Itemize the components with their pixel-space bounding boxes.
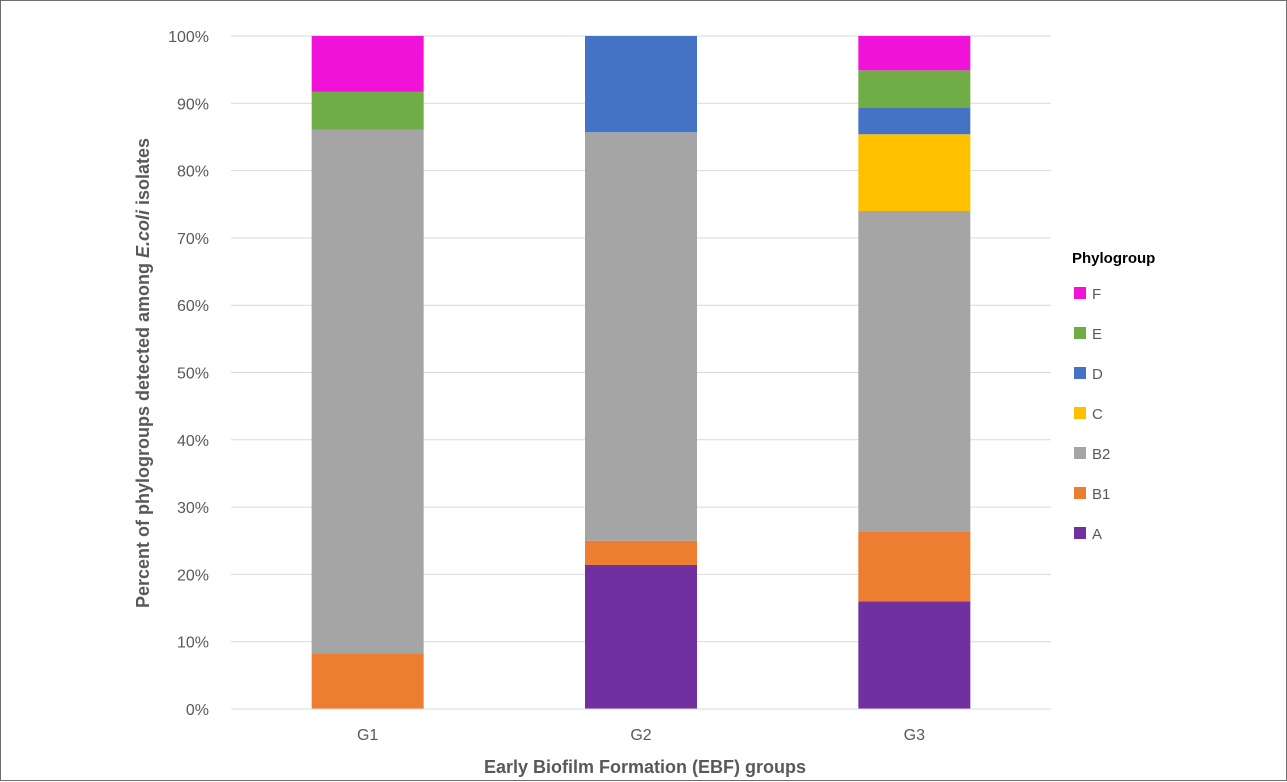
y-tick-label: 0% (186, 702, 209, 719)
legend-label-c: C (1092, 406, 1103, 423)
legend-label-f: F (1092, 286, 1101, 303)
bar-segment-g3-a (858, 601, 971, 709)
legend-swatch-c (1074, 407, 1086, 419)
y-tick-label: 10% (177, 635, 209, 652)
legend-title: Phylogroup (1072, 250, 1155, 267)
legend-swatch-b1 (1074, 487, 1086, 499)
legend-label-b2: B2 (1092, 446, 1110, 463)
legend-label-b1: B1 (1092, 486, 1110, 503)
bar-segment-g3-f (858, 36, 971, 71)
bar-segment-g3-c (858, 134, 971, 211)
bar-segment-g1-f (311, 36, 424, 92)
bar-segment-g1-b2 (311, 129, 424, 654)
bar-segment-g2-b1 (585, 540, 697, 565)
legend-label-d: D (1092, 366, 1103, 383)
bar-segment-g3-b1 (858, 531, 971, 602)
y-tick-label: 100% (168, 29, 209, 46)
legend-swatch-a (1074, 527, 1086, 539)
y-tick-labels: 0% 10% 20% 30% 40% 50% 60% 70% 80% 90% 100% (168, 29, 209, 719)
legend-swatch-f (1074, 287, 1086, 299)
y-tick-label: 20% (177, 567, 209, 584)
y-tick-label: 50% (177, 366, 209, 383)
x-tick-label: G1 (357, 727, 378, 744)
legend-swatch-d (1074, 367, 1086, 379)
x-tick-labels: G1 G2 G3 (357, 727, 925, 744)
y-tick-label: 60% (177, 298, 209, 315)
legend-label-e: E (1092, 326, 1102, 343)
x-axis-title: Early Biofilm Formation (EBF) groups (484, 757, 806, 777)
bar-segment-g2-d (585, 36, 697, 133)
y-tick-label: 80% (177, 164, 209, 181)
y-tick-label: 40% (177, 433, 209, 450)
legend-swatch-e (1074, 327, 1086, 339)
y-tick-label: 30% (177, 500, 209, 517)
x-tick-label: G2 (630, 727, 651, 744)
x-tick-label: G3 (904, 727, 925, 744)
bar-segment-g3-d (858, 108, 971, 135)
legend-label-a: A (1092, 526, 1102, 543)
bar-segment-g1-b1 (311, 653, 424, 709)
bar-segment-g2-b2 (585, 132, 697, 541)
legend: Phylogroup F E D C B2 B1 A (1072, 250, 1155, 543)
y-tick-label: 70% (177, 231, 209, 248)
bar-segment-g1-e (311, 91, 424, 130)
bar-segment-g3-b2 (858, 210, 971, 532)
y-axis-title: Percent of phylogroups detected among E.… (133, 138, 153, 608)
bar-segment-g3-e (858, 70, 971, 109)
y-tick-label: 90% (177, 96, 209, 113)
bar-segment-g2-a (585, 564, 697, 709)
legend-swatch-b2 (1074, 447, 1086, 459)
bars (311, 36, 971, 709)
